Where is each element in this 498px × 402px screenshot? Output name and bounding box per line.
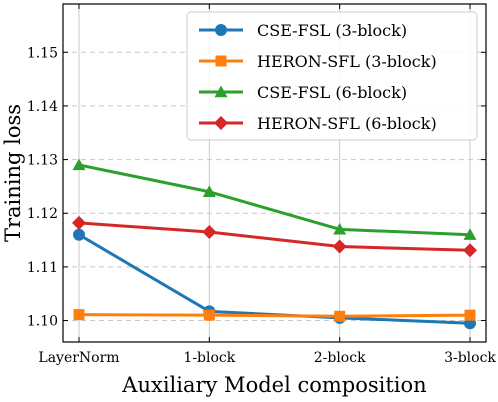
legend-marker bbox=[214, 85, 228, 98]
data-point bbox=[203, 309, 215, 321]
y-tick-label: 1.15 bbox=[27, 45, 58, 61]
data-point bbox=[72, 215, 86, 230]
data-point bbox=[332, 239, 347, 254]
data-point bbox=[202, 185, 216, 197]
y-tick-label: 1.14 bbox=[27, 99, 58, 115]
legend-label: HERON-SFL (3-block) bbox=[257, 52, 437, 71]
legend-marker bbox=[214, 116, 228, 130]
data-point bbox=[73, 309, 85, 321]
y-tick-label: 1.11 bbox=[27, 260, 58, 276]
legend-box bbox=[186, 11, 478, 141]
y-axis-label: Training loss bbox=[1, 104, 25, 242]
series-lines bbox=[78, 163, 471, 325]
legend-label: CSE-FSL (6-block) bbox=[257, 83, 407, 102]
data-point bbox=[463, 243, 477, 258]
y-tick-label: 1.13 bbox=[27, 153, 58, 169]
legend: CSE-FSL (3-block) HERON-SFL (3-block) CSE-… bbox=[186, 11, 478, 141]
data-point bbox=[73, 228, 85, 241]
x-axis-label: Auxiliary Model composition bbox=[121, 373, 426, 397]
x-tick-label: 3-block bbox=[444, 350, 496, 366]
series-line-2 bbox=[78, 163, 471, 237]
series-line-1 bbox=[78, 313, 471, 318]
plot-frame bbox=[62, 3, 487, 343]
data-point bbox=[464, 309, 476, 321]
data-point bbox=[202, 225, 217, 240]
legend-marker bbox=[215, 24, 227, 36]
legend-label: CSE-FSL (3-block) bbox=[257, 21, 407, 40]
axis-ticks bbox=[63, 4, 486, 342]
series-line-3 bbox=[78, 221, 471, 252]
legend-marker bbox=[215, 55, 227, 67]
y-tick-label: 1.12 bbox=[27, 206, 58, 222]
data-point bbox=[334, 310, 346, 322]
y-tick-label: 1.10 bbox=[27, 314, 58, 330]
data-point bbox=[463, 228, 477, 240]
x-tick-label: 2-block bbox=[314, 350, 366, 366]
x-tick-labels: LayerNorm 1-block 2-block 3-block bbox=[38, 350, 496, 366]
y-tick-labels: 1.10 1.11 1.12 1.13 1.14 1.15 bbox=[27, 45, 58, 329]
data-point bbox=[333, 222, 347, 235]
x-tick-label: LayerNorm bbox=[38, 350, 119, 366]
series-markers bbox=[72, 158, 477, 330]
data-point bbox=[72, 158, 86, 171]
x-tick-label: 1-block bbox=[183, 350, 235, 366]
legend-label: HERON-SFL (6-block) bbox=[257, 114, 437, 133]
